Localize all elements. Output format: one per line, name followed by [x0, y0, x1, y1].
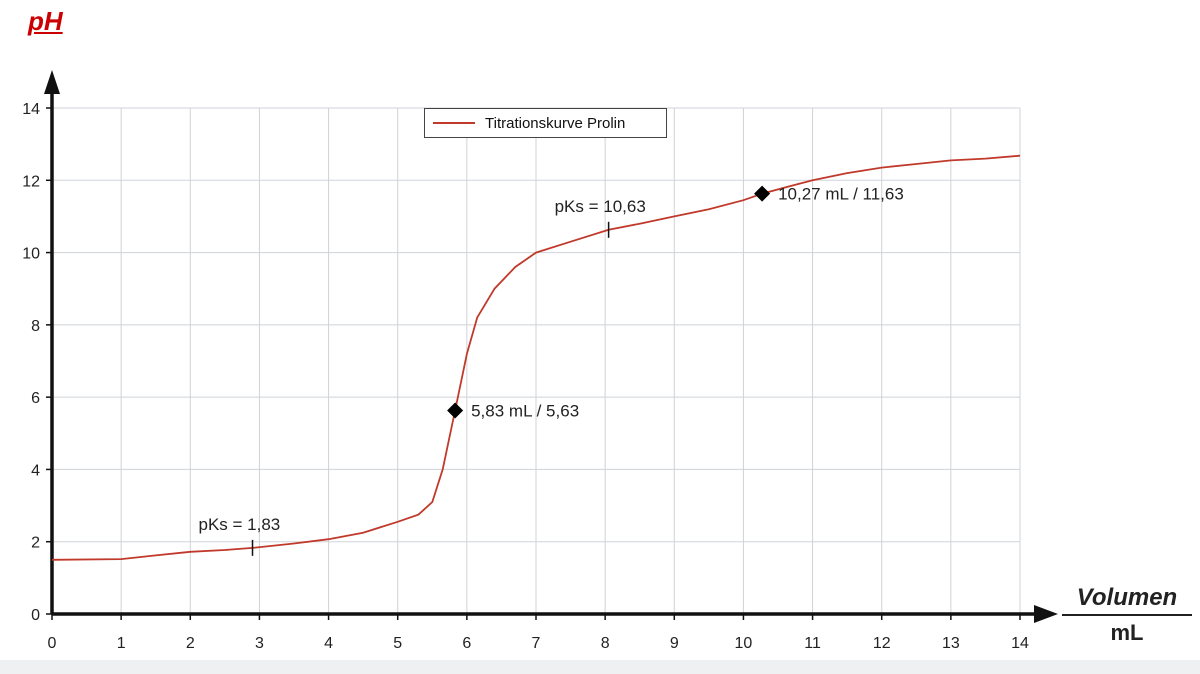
marker-label: 10,27 mL / 11,63: [778, 185, 904, 204]
y-tick-label: 10: [22, 246, 40, 263]
legend-line-swatch: [433, 122, 475, 124]
chart-legend: Titrationskurve Prolin: [424, 108, 667, 138]
x-tick-label: 1: [117, 635, 126, 652]
data-point-marker: [754, 185, 771, 202]
y-tick-label: 4: [31, 462, 40, 479]
marker-label: 5,83 mL / 5,63: [471, 402, 579, 421]
x-tick-label: 11: [804, 635, 821, 652]
x-tick-label: 13: [942, 635, 960, 652]
y-tick-label: 12: [22, 173, 40, 190]
x-tick-label: 10: [735, 635, 753, 652]
x-tick-label: 6: [462, 635, 471, 652]
x-tick-label: 5: [393, 635, 402, 652]
x-axis-title: Volumen mL: [1062, 584, 1192, 646]
y-axis-title: pH: [28, 6, 63, 36]
y-axis-arrow: [44, 70, 60, 94]
pks-label: pKs = 1,83: [199, 515, 281, 534]
y-tick-label: 6: [31, 390, 40, 407]
x-tick-label: 3: [255, 635, 264, 652]
x-axis-unit: mL: [1110, 620, 1144, 645]
x-tick-label: 12: [873, 635, 891, 652]
y-tick-label: 2: [31, 535, 40, 552]
y-tick-label: 8: [31, 318, 40, 335]
x-tick-label: 7: [532, 635, 541, 652]
x-axis-arrow: [1034, 605, 1058, 623]
x-tick-label: 4: [324, 635, 333, 652]
x-tick-label: 8: [601, 635, 610, 652]
bottom-strip: [0, 660, 1200, 674]
x-tick-label: 0: [48, 635, 57, 652]
data-point-marker: [447, 402, 464, 419]
legend-label: Titrationskurve Prolin: [485, 114, 626, 132]
y-tick-label: 0: [31, 607, 40, 624]
series-line: [51, 154, 1021, 561]
pks-label: pKs = 10,63: [555, 197, 646, 216]
x-tick-label: 2: [186, 635, 195, 652]
y-tick-label: 14: [22, 101, 40, 118]
x-axis-label: Volumen: [1062, 584, 1192, 616]
x-tick-label: 9: [670, 635, 679, 652]
x-tick-label: 14: [1011, 635, 1029, 652]
